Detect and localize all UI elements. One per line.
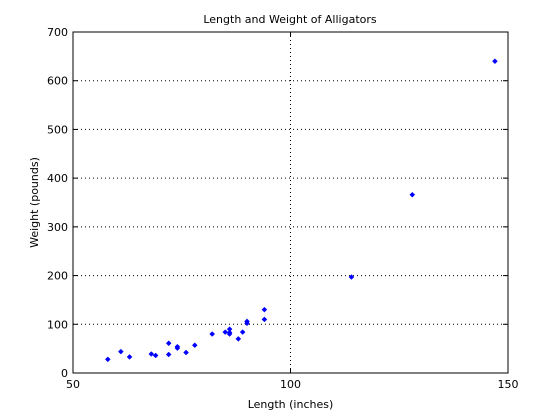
data-point	[409, 191, 416, 198]
data-point	[222, 329, 229, 335]
data-point	[209, 331, 216, 337]
y-tick-label: 500	[47, 123, 68, 136]
axis-ticks: 50 100 150 0 100 200 300 400 500 600 700	[47, 26, 519, 391]
x-tick-label: 100	[280, 378, 301, 391]
data-point	[117, 348, 124, 355]
data-point	[239, 329, 246, 335]
x-axis-label: Length (inches)	[248, 398, 334, 411]
data-point	[165, 351, 172, 358]
grid-lines	[73, 32, 508, 373]
y-tick-label: 400	[47, 172, 68, 185]
y-tick-label: 300	[47, 221, 68, 234]
y-tick-label: 700	[47, 26, 68, 39]
data-point	[348, 274, 355, 280]
data-point	[226, 331, 233, 337]
x-tick-label: 50	[66, 378, 80, 391]
data-point	[261, 306, 268, 313]
data-point	[244, 318, 250, 325]
data-point	[165, 340, 172, 347]
data-point	[226, 326, 233, 333]
data-point	[174, 345, 181, 352]
data-point	[261, 316, 268, 323]
data-point	[104, 356, 111, 363]
data-point	[191, 342, 198, 349]
data-point	[183, 349, 189, 356]
y-tick-label: 0	[61, 367, 68, 380]
data-point	[235, 336, 242, 342]
data-point	[148, 351, 155, 357]
y-tick-label: 100	[47, 318, 68, 331]
data-point	[152, 352, 159, 359]
y-axis-label: Weight (pounds)	[28, 157, 41, 248]
data-point	[492, 58, 498, 65]
y-tick-label: 600	[47, 75, 68, 88]
x-tick-label: 150	[498, 378, 519, 391]
chart-title: Length and Weight of Alligators	[203, 13, 377, 26]
plot-area-frame	[72, 31, 509, 374]
data-point	[126, 354, 133, 360]
y-tick-label: 200	[47, 270, 68, 283]
data-points	[104, 58, 498, 363]
